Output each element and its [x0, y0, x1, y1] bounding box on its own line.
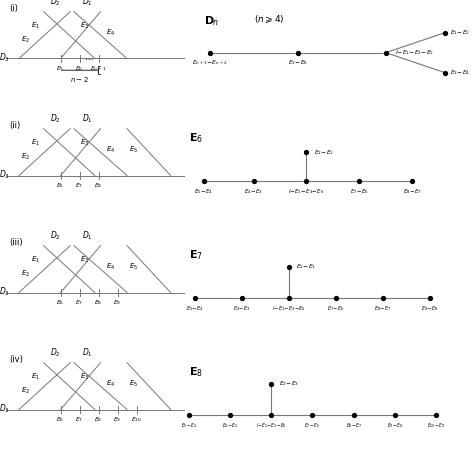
Text: $E_1$: $E_1$: [31, 138, 40, 148]
Text: $D_3$: $D_3$: [0, 402, 9, 415]
Text: $E_2$: $E_2$: [21, 152, 30, 162]
Text: $l\!-\!E_1\!-\!E_3\!-\!E_6$: $l\!-\!E_1\!-\!E_3\!-\!E_6$: [288, 187, 325, 196]
Text: $E_5$: $E_5$: [129, 145, 138, 155]
Text: $E_2\!-\!E_1$: $E_2\!-\!E_1$: [296, 262, 316, 271]
Text: $E_6$: $E_6$: [56, 181, 65, 190]
Text: $E_8\!-\!E_7$: $E_8\!-\!E_7$: [403, 187, 421, 196]
Text: $E_{10}\!-\!E_9$: $E_{10}\!-\!E_9$: [427, 421, 445, 430]
Text: $D_1$: $D_1$: [82, 113, 92, 125]
Text: $E_{n+1}$: $E_{n+1}$: [91, 64, 107, 73]
Text: $E_3\!-\!E_4$: $E_3\!-\!E_4$: [450, 68, 471, 77]
Text: $E_2$: $E_2$: [21, 386, 30, 396]
Text: $\cdots$: $\cdots$: [84, 53, 94, 62]
Text: $E_8\!-\!E_7$: $E_8\!-\!E_7$: [346, 421, 362, 430]
Text: $E_1$: $E_1$: [31, 255, 40, 265]
Text: $E_6$: $E_6$: [56, 299, 65, 307]
Text: (iv): (iv): [9, 355, 23, 364]
Text: $E_8$: $E_8$: [94, 299, 103, 307]
Text: $E_9$: $E_9$: [113, 416, 122, 424]
Text: $D_3$: $D_3$: [0, 168, 9, 181]
Text: $\mathbf{E}_6$: $\mathbf{E}_6$: [189, 131, 203, 145]
Text: $E_4$: $E_4$: [106, 145, 116, 155]
Text: $l\!-\!E_1\!-\!E_3\!-\!E_6$: $l\!-\!E_1\!-\!E_3\!-\!E_6$: [256, 421, 287, 430]
Text: $E_6$: $E_6$: [56, 416, 65, 424]
Text: (iii): (iii): [9, 237, 23, 247]
Text: $E_4$: $E_4$: [106, 28, 116, 38]
Text: $E_4\!-\!E_3$: $E_4\!-\!E_3$: [222, 421, 238, 430]
Text: $\mathbf{E}_7$: $\mathbf{E}_7$: [189, 248, 203, 262]
Text: $l\!-\!E_1\!-\!E_3\!-\!E_6$: $l\!-\!E_1\!-\!E_3\!-\!E_6$: [272, 304, 306, 313]
Text: $D_1$: $D_1$: [82, 230, 92, 242]
Text: $E_2$: $E_2$: [21, 35, 30, 45]
Text: $E_3\!-\!E_6$: $E_3\!-\!E_6$: [288, 58, 308, 67]
Text: $E_2\!-\!E_3$: $E_2\!-\!E_3$: [279, 379, 299, 388]
Text: $E_8\!-\!E_7$: $E_8\!-\!E_7$: [374, 304, 392, 313]
Text: $E_{10}$: $E_{10}$: [131, 416, 142, 424]
Text: $E_4$: $E_4$: [106, 262, 116, 272]
Text: $E_8$: $E_8$: [94, 416, 103, 424]
Text: $E_1\!-\!E_2$: $E_1\!-\!E_2$: [450, 28, 471, 37]
Text: (i): (i): [9, 3, 18, 13]
Text: $D_2$: $D_2$: [50, 0, 60, 8]
Text: $D_1$: $D_1$: [82, 0, 92, 8]
Text: $n-2$: $n-2$: [70, 75, 89, 84]
Text: $D_3$: $D_3$: [0, 51, 9, 64]
Text: $l\!-\!E_1\!-\!E_3\!-\!E_5$: $l\!-\!E_1\!-\!E_3\!-\!E_5$: [395, 48, 434, 57]
Text: $E_5\!-\!E_4$: $E_5\!-\!E_4$: [194, 187, 213, 196]
Text: $E_2\!-\!E_1$: $E_2\!-\!E_1$: [314, 147, 334, 157]
Text: $E_7$: $E_7$: [75, 181, 84, 190]
Text: $E_3$: $E_3$: [80, 255, 89, 265]
Text: $E_5\!-\!E_4$: $E_5\!-\!E_4$: [181, 421, 197, 430]
Text: $E_9$: $E_9$: [113, 299, 122, 307]
Text: $E_5\!-\!E_4$: $E_5\!-\!E_4$: [186, 304, 204, 313]
Text: $D_3$: $D_3$: [0, 285, 9, 298]
Text: $E_8$: $E_8$: [94, 181, 103, 190]
Text: $E_5$: $E_5$: [129, 379, 138, 389]
Text: $E_1$: $E_1$: [31, 21, 40, 31]
Text: $E_1$: $E_1$: [31, 372, 40, 382]
Text: (ii): (ii): [9, 120, 21, 130]
Text: $E_3$: $E_3$: [80, 138, 89, 148]
Text: $E_3$: $E_3$: [80, 21, 89, 31]
Text: $E_4\!-\!E_3$: $E_4\!-\!E_3$: [233, 304, 251, 313]
Text: $E_{n+1}\!-\!E_{n+2}$: $E_{n+1}\!-\!E_{n+2}$: [191, 58, 228, 67]
Text: $E_9\!-\!E_8$: $E_9\!-\!E_8$: [387, 421, 403, 430]
Text: $E_4$: $E_4$: [106, 379, 116, 389]
Text: $E_7$: $E_7$: [75, 416, 84, 424]
Text: $E_7\!-\!E_6$: $E_7\!-\!E_6$: [350, 187, 369, 196]
Text: $(n \geqslant 4)$: $(n \geqslant 4)$: [254, 14, 284, 25]
Text: $E_5$: $E_5$: [56, 64, 65, 73]
Text: $E_2$: $E_2$: [21, 269, 30, 279]
Text: $E_7\!-\!E_6$: $E_7\!-\!E_6$: [327, 304, 345, 313]
Text: $\mathbf{D}_{\!n}$: $\mathbf{D}_{\!n}$: [204, 14, 218, 28]
Text: $E_6$: $E_6$: [75, 64, 84, 73]
Text: $D_2$: $D_2$: [50, 113, 60, 125]
Text: $E_4\!-\!E_3$: $E_4\!-\!E_3$: [244, 187, 263, 196]
Text: $D_1$: $D_1$: [82, 347, 92, 359]
Text: $E_3$: $E_3$: [80, 372, 89, 382]
Text: $E_7\!-\!E_6$: $E_7\!-\!E_6$: [304, 421, 320, 430]
Text: $D_2$: $D_2$: [50, 347, 60, 359]
Text: $E_5$: $E_5$: [129, 262, 138, 272]
Text: $E_9\!-\!E_8$: $E_9\!-\!E_8$: [421, 304, 439, 313]
Text: $\mathbf{E}_8$: $\mathbf{E}_8$: [189, 365, 203, 379]
Text: $E_7$: $E_7$: [75, 299, 84, 307]
Text: $D_2$: $D_2$: [50, 230, 60, 242]
